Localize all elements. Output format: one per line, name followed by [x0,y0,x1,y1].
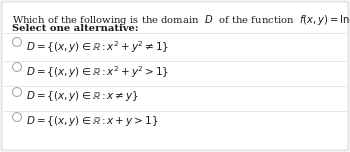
Text: $D = \{(x, y) \in \mathbb{R} : x^2 + y^2 > 1\}$: $D = \{(x, y) \in \mathbb{R} : x^2 + y^2… [26,64,169,80]
Text: $D = \{(x, y) \in \mathbb{R} : x \neq y\}$: $D = \{(x, y) \in \mathbb{R} : x \neq y\… [26,89,139,103]
Text: Which of the following is the domain  $D$  of the function  $f(x, y) = \ln(x^2 +: Which of the following is the domain $D$… [12,12,350,28]
Text: $D = \{(x, y) \in \mathbb{R} : x + y > 1\}$: $D = \{(x, y) \in \mathbb{R} : x + y > 1… [26,114,159,128]
FancyBboxPatch shape [2,2,348,150]
Text: $D = \{(x, y) \in \mathbb{R} : x^2 + y^2 \neq 1\}$: $D = \{(x, y) \in \mathbb{R} : x^2 + y^2… [26,39,169,55]
Text: Select one alternative:: Select one alternative: [12,24,139,33]
